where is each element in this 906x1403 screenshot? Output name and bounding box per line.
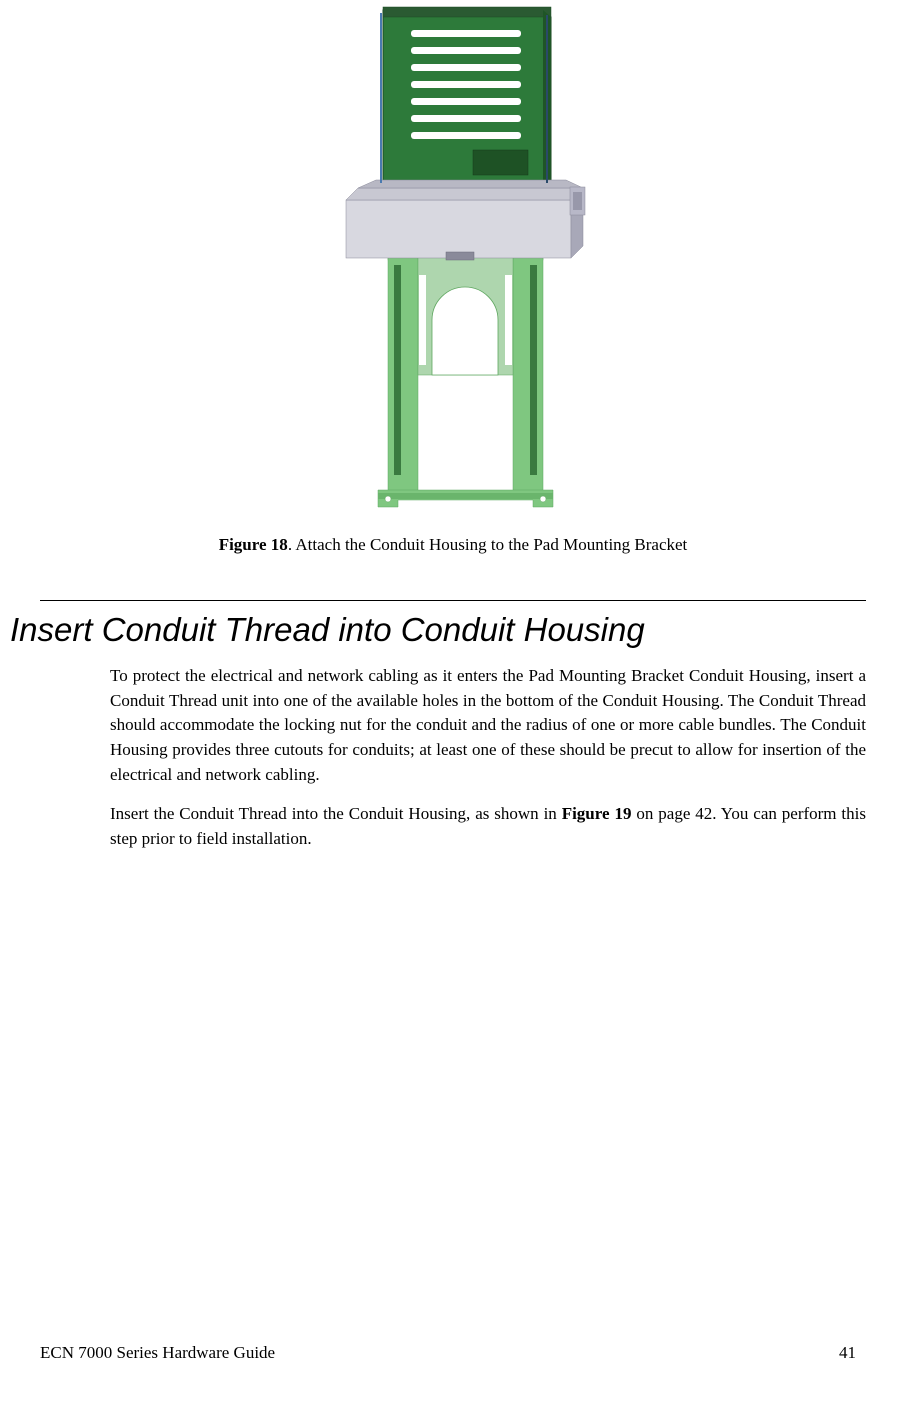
figure-caption-label: Figure 18 <box>219 535 288 554</box>
footer-page-number: 41 <box>839 1343 856 1363</box>
conduit-housing-illustration <box>318 5 588 515</box>
section-heading: Insert Conduit Thread into Conduit Housi… <box>10 611 866 649</box>
figure-caption: Figure 18. Attach the Conduit Housing to… <box>40 535 866 555</box>
figure-caption-text: . Attach the Conduit Housing to the Pad … <box>288 535 687 554</box>
paragraph-2-a: Insert the Conduit Thread into the Condu… <box>110 804 562 823</box>
page-footer: ECN 7000 Series Hardware Guide 41 <box>40 1343 856 1363</box>
paragraph-2: Insert the Conduit Thread into the Condu… <box>110 802 866 851</box>
section-divider <box>40 600 866 601</box>
figure-19-reference: Figure 19 <box>562 804 632 823</box>
footer-doc-title: ECN 7000 Series Hardware Guide <box>40 1343 275 1363</box>
paragraph-1: To protect the electrical and network ca… <box>110 664 866 787</box>
figure-image-container <box>40 5 866 515</box>
